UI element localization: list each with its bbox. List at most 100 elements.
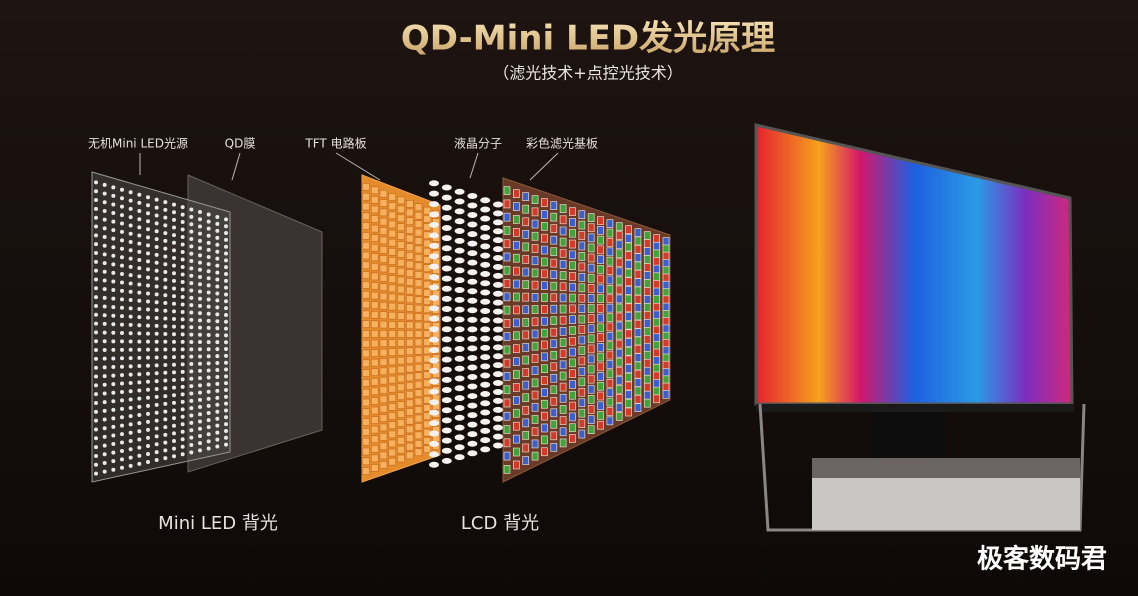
- led-dot: [206, 368, 211, 373]
- filter-cell: [569, 304, 576, 314]
- lc-molecule: [441, 427, 452, 434]
- led-dot: [154, 347, 159, 352]
- filter-cell: [625, 225, 632, 234]
- filter-cell: [615, 339, 623, 349]
- filter-cell: [597, 303, 604, 313]
- led-dot: [206, 226, 211, 231]
- led-dot: [120, 448, 124, 453]
- tft-cell: [388, 202, 397, 210]
- led-dot: [180, 362, 185, 367]
- filter-cell: [569, 358, 576, 368]
- filter-cell: [597, 342, 604, 352]
- filter-cell: [634, 269, 642, 279]
- tft-cell: [362, 447, 370, 456]
- led-dot: [102, 191, 107, 196]
- filter-cell: [559, 215, 567, 225]
- led-dot: [137, 225, 142, 230]
- filter-cell: [615, 312, 623, 322]
- led-dot: [94, 259, 98, 264]
- tft-cell: [362, 467, 370, 475]
- filter-cell: [522, 217, 530, 227]
- filter-cell: [513, 434, 520, 444]
- lc-molecule: [480, 335, 491, 342]
- led-dot: [102, 426, 107, 431]
- led-dot: [180, 272, 185, 277]
- filter-cell: [513, 370, 520, 379]
- filter-cell: [559, 416, 567, 425]
- led-dot: [146, 275, 150, 280]
- filter-cell: [625, 294, 632, 304]
- lc-molecule: [441, 204, 452, 211]
- led-dot: [102, 252, 107, 257]
- lc-molecule: [441, 346, 452, 353]
- filter-cell: [531, 195, 539, 204]
- lc-molecule: [429, 367, 439, 374]
- led-dot: [128, 430, 133, 435]
- led-dot: [198, 224, 202, 229]
- led-dot: [154, 300, 159, 305]
- filter-cell: [606, 219, 614, 228]
- filter-cell: [625, 312, 632, 321]
- led-dot: [224, 428, 228, 433]
- filter-cell: [597, 372, 604, 381]
- filter-cell: [653, 264, 660, 274]
- led-dot: [189, 325, 194, 330]
- tft-cell: [362, 271, 370, 279]
- led-dot: [198, 405, 202, 410]
- filter-cell: [606, 294, 614, 304]
- led-dot: [198, 311, 202, 316]
- led-dot: [172, 347, 176, 352]
- led-dot: [120, 196, 124, 201]
- tft-cell: [423, 437, 432, 445]
- led-dot: [215, 249, 220, 254]
- tft-cell: [362, 222, 370, 230]
- tft-cell: [370, 330, 379, 338]
- lc-molecule: [429, 263, 439, 270]
- filter-cell: [587, 273, 595, 283]
- lc-molecule: [493, 263, 503, 270]
- lc-molecule: [493, 290, 503, 297]
- led-dot: [94, 189, 98, 194]
- tft-cell: [388, 275, 397, 283]
- led-dot: [172, 377, 176, 382]
- lc-molecule: [441, 417, 452, 424]
- led-dot: [128, 273, 133, 278]
- filter-cell: [578, 304, 586, 314]
- led-dot: [172, 423, 176, 428]
- led-dot: [102, 269, 107, 274]
- lc-molecule: [441, 397, 452, 404]
- led-dot: [146, 419, 150, 424]
- filter-cell: [587, 324, 595, 334]
- filter-cell: [625, 407, 632, 417]
- tft-cell: [370, 358, 379, 367]
- led-dot: [206, 212, 211, 217]
- lc-molecule: [454, 198, 465, 205]
- led-dot: [146, 331, 150, 336]
- tft-cell: [405, 200, 414, 208]
- tft-cell: [405, 217, 414, 225]
- filter-cell: [643, 255, 651, 264]
- led-dot: [163, 401, 168, 406]
- tft-cell: [405, 451, 414, 460]
- filter-cell: [550, 442, 558, 452]
- led-dot: [206, 403, 211, 408]
- filter-cell: [587, 223, 595, 233]
- tft-cell: [414, 389, 423, 397]
- lc-molecule: [467, 297, 478, 304]
- led-dot: [189, 369, 194, 374]
- leader: [469, 152, 479, 179]
- tft-cell: [397, 454, 405, 463]
- lc-molecule: [493, 326, 503, 333]
- tft-cell: [379, 404, 388, 413]
- filter-cell: [550, 362, 558, 372]
- filter-cell: [503, 425, 511, 434]
- filter-cell: [522, 204, 530, 214]
- tft-cell: [370, 310, 379, 319]
- tft-cell: [370, 425, 379, 434]
- led-dot: [137, 331, 142, 336]
- tft-cell: [397, 285, 405, 294]
- lc-molecule: [467, 259, 478, 266]
- led-dot: [102, 321, 107, 326]
- tft-cell: [370, 253, 379, 262]
- filter-cell: [634, 286, 642, 296]
